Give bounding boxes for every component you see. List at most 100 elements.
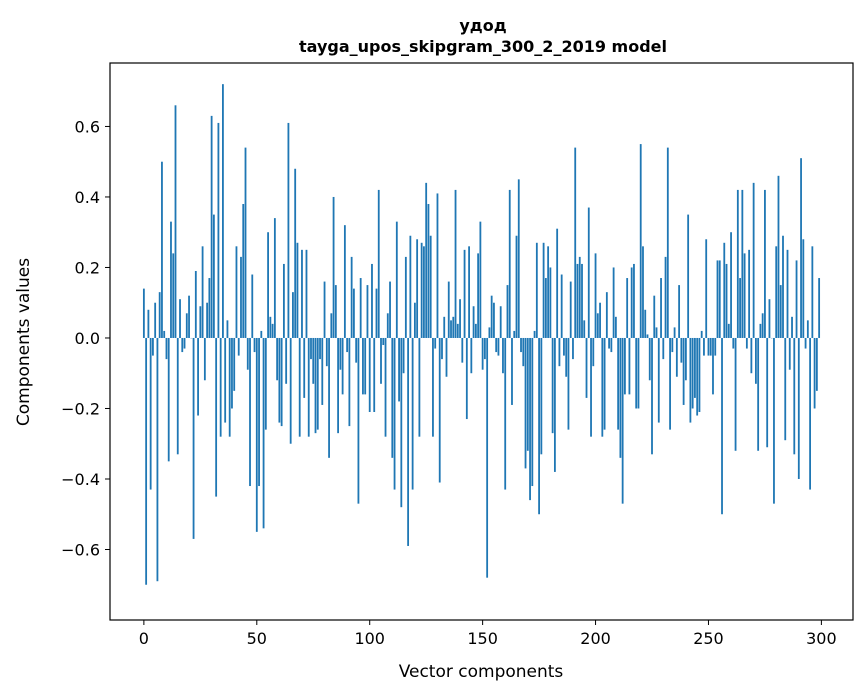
bar-145	[470, 337, 473, 374]
bar-119	[411, 337, 414, 490]
x-tick-label: 0	[139, 629, 149, 648]
bar-107	[384, 337, 387, 437]
bar-228	[657, 337, 660, 423]
bar-255	[718, 260, 721, 338]
bar-46	[246, 337, 249, 370]
bar-129	[434, 337, 437, 349]
bar-221	[642, 246, 644, 338]
bar-231	[664, 256, 667, 338]
bar-150	[481, 337, 484, 370]
bar-101	[371, 263, 373, 338]
bar-201	[596, 313, 599, 338]
bar-191	[574, 147, 577, 338]
bar-7	[158, 292, 161, 338]
bar-215	[628, 337, 631, 395]
bar-103	[375, 288, 378, 338]
bar-281	[777, 175, 780, 338]
bar-70	[301, 249, 303, 338]
bar-4	[152, 337, 154, 356]
bar-62	[282, 263, 285, 338]
bar-245	[696, 337, 699, 416]
bar-179	[547, 246, 550, 338]
bar-277	[768, 299, 771, 338]
bar-162	[508, 189, 511, 338]
bar-190	[572, 337, 574, 360]
bar-73	[307, 337, 310, 437]
bar-17	[181, 337, 184, 353]
bar-95	[357, 337, 360, 504]
bar-75	[312, 337, 315, 384]
bar-100	[368, 337, 371, 412]
bar-193	[578, 256, 581, 338]
bar-35	[222, 84, 224, 338]
bar-63	[285, 337, 288, 384]
bar-266	[743, 253, 746, 338]
bar-194	[581, 263, 583, 338]
bars-group	[142, 84, 821, 585]
bar-126	[427, 204, 430, 338]
bar-295	[809, 337, 811, 490]
bar-272	[757, 337, 760, 451]
bar-239	[682, 337, 685, 405]
bar-98	[364, 337, 367, 395]
bar-128	[432, 337, 434, 437]
bar-238	[680, 337, 683, 363]
bar-287	[791, 316, 793, 338]
y-tick-label: −0.4	[61, 470, 100, 489]
bar-152	[486, 337, 489, 578]
bar-151	[483, 337, 486, 360]
bar-24	[197, 337, 199, 416]
bar-262	[734, 337, 737, 451]
bar-284	[784, 337, 787, 441]
bar-10	[165, 337, 168, 360]
bar-136	[450, 320, 452, 338]
bar-177	[542, 242, 545, 338]
bar-127	[429, 235, 432, 338]
y-tick-label: −0.2	[61, 399, 100, 418]
bar-180	[549, 267, 552, 338]
bar-12	[170, 221, 172, 338]
bar-27	[203, 337, 206, 381]
bar-260	[730, 232, 732, 338]
bar-61	[280, 337, 283, 427]
bar-34	[219, 337, 222, 437]
bar-44	[242, 204, 245, 338]
bar-143	[465, 337, 468, 420]
bar-263	[736, 189, 739, 338]
bar-0	[142, 288, 145, 338]
bar-280	[775, 246, 778, 338]
bar-8	[161, 161, 163, 338]
bar-69	[298, 337, 301, 437]
bar-92	[350, 256, 353, 338]
bar-237	[678, 285, 681, 338]
bar-26	[201, 246, 204, 338]
bar-77	[316, 337, 319, 430]
bar-104	[377, 189, 380, 338]
bar-48	[251, 274, 254, 338]
bar-133	[443, 316, 446, 338]
bar-165	[515, 235, 518, 338]
bar-211	[619, 337, 622, 458]
bar-80	[323, 281, 326, 338]
bar-298	[815, 337, 818, 391]
bar-252	[712, 337, 714, 395]
bar-89	[343, 225, 346, 338]
bar-78	[319, 337, 321, 360]
bar-251	[709, 337, 712, 356]
bar-178	[544, 278, 547, 338]
y-tick-label: −0.6	[61, 540, 100, 559]
bar-171	[529, 337, 531, 501]
bar-246	[698, 337, 701, 412]
bar-147	[474, 323, 477, 338]
bar-289	[795, 260, 798, 338]
bar-235	[673, 327, 676, 338]
bar-299	[818, 278, 821, 338]
bar-149	[479, 221, 482, 338]
bar-18	[183, 337, 186, 349]
bar-196	[585, 337, 588, 398]
bar-132	[441, 337, 443, 360]
bar-86	[337, 337, 339, 434]
bar-81	[325, 337, 328, 367]
bar-66	[292, 292, 294, 338]
bar-49	[253, 337, 256, 353]
